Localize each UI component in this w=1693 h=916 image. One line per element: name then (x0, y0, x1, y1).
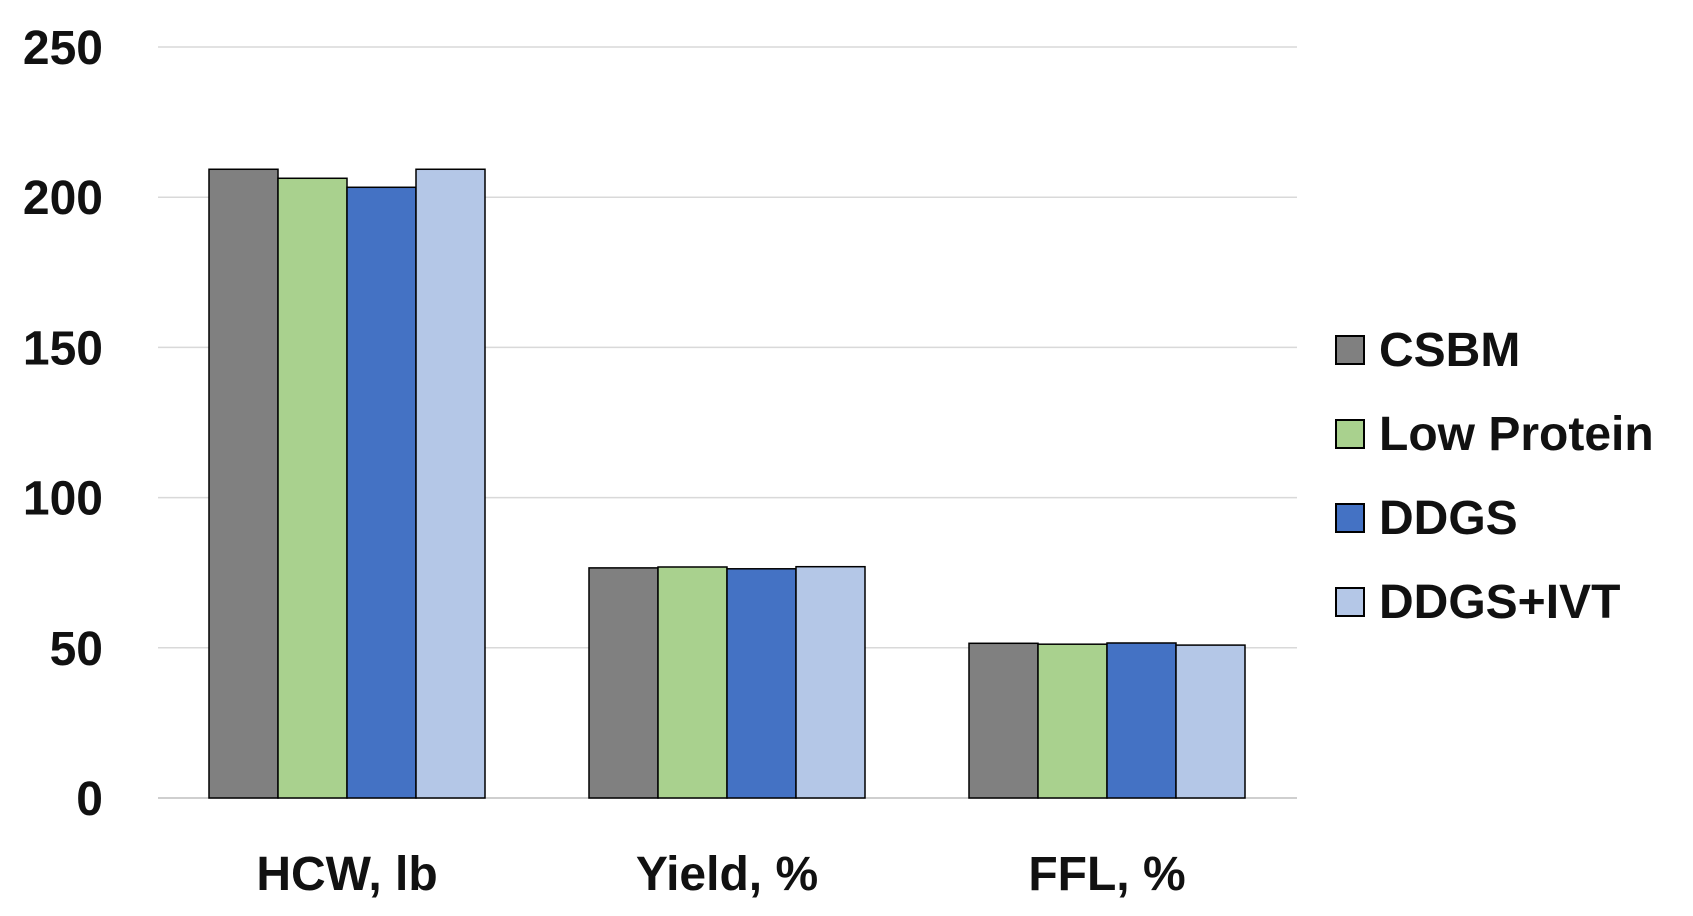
legend-label: CSBM (1379, 323, 1521, 377)
bar-ddgs (726, 568, 797, 799)
y-tick-label: 100 (23, 473, 103, 526)
legend-label: Low Protein (1379, 407, 1654, 461)
legend-swatch (1335, 335, 1365, 365)
legend-item: CSBM (1335, 308, 1654, 392)
y-axis-ticks: 0 50 100 150 200 250 (23, 22, 103, 826)
bar-ddgs (1106, 642, 1177, 799)
x-category-label: HCW, lb (256, 848, 437, 901)
y-tick-label: 50 (50, 623, 103, 676)
bars (208, 168, 1246, 799)
legend-swatch (1335, 587, 1365, 617)
bar-low-protein (1037, 643, 1108, 799)
legend-label: DDGS+IVT (1379, 575, 1621, 629)
bar-low-protein (657, 566, 728, 799)
legend: CSBM Low Protein DDGS DDGS+IVT (1335, 308, 1654, 644)
bar-csbm (208, 168, 279, 799)
bar-ddgs (346, 186, 417, 799)
x-axis-labels: HCW, lb Yield, % FFL, % (256, 848, 1185, 901)
bar-csbm (588, 567, 659, 799)
bar-csbm (968, 642, 1039, 799)
legend-item: Low Protein (1335, 392, 1654, 476)
bar-ddgs-ivt (795, 565, 866, 799)
x-category-label: FFL, % (1028, 848, 1185, 901)
bar-ddgs-ivt (415, 168, 486, 799)
y-tick-label: 250 (23, 22, 103, 75)
legend-label: DDGS (1379, 491, 1518, 545)
legend-swatch (1335, 503, 1365, 533)
y-tick-label: 200 (23, 172, 103, 225)
y-tick-label: 0 (76, 773, 103, 826)
legend-item: DDGS (1335, 476, 1654, 560)
y-tick-label: 150 (23, 322, 103, 375)
legend-swatch (1335, 419, 1365, 449)
bar-ddgs-ivt (1175, 644, 1246, 799)
x-category-label: Yield, % (636, 848, 818, 901)
bar-low-protein (277, 177, 348, 799)
legend-item: DDGS+IVT (1335, 560, 1654, 644)
